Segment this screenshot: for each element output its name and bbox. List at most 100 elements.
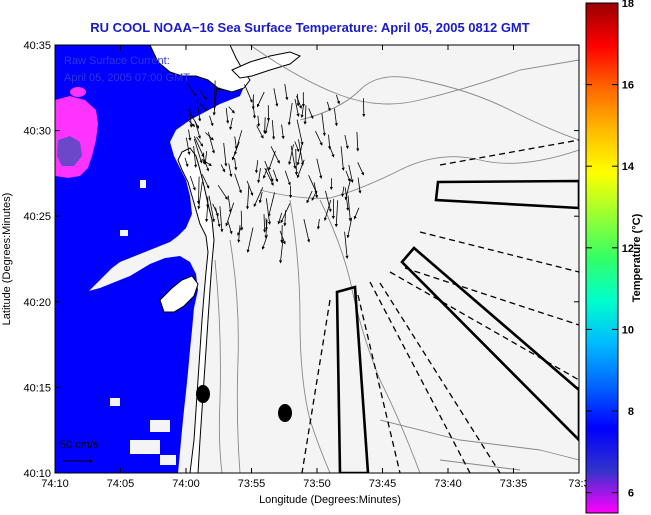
- current-vector: [193, 136, 204, 158]
- colorbar-ticks: 6 8 10 12 14 16 18: [586, 0, 635, 500]
- current-vector: [196, 176, 201, 205]
- current-vector: [344, 187, 350, 211]
- current-vector: [279, 230, 286, 245]
- current-vector: [344, 135, 349, 150]
- current-vector: [283, 210, 287, 227]
- current-vector: [298, 139, 304, 166]
- current-vector: [296, 142, 303, 166]
- current-vector: [277, 212, 283, 225]
- current-vector: [294, 141, 300, 153]
- colorbar-tick-label: 6: [628, 488, 634, 500]
- land-north-shore: [149, 45, 251, 93]
- current-vector: [202, 152, 206, 165]
- current-vector: [185, 137, 191, 156]
- current-label: Raw Surface Current:: [64, 55, 170, 67]
- current-vector: [199, 90, 207, 100]
- x-axis-label: Longitude (Degrees:Minutes): [259, 494, 401, 506]
- cloud-fragments: [110, 180, 176, 465]
- current-vector: [353, 207, 360, 220]
- current-vector: [264, 167, 274, 186]
- current-vector: [264, 120, 270, 135]
- current-vector: [265, 198, 271, 225]
- land-coastline: [177, 147, 215, 473]
- warm-patch-purple: [57, 136, 82, 166]
- current-vector: [201, 174, 210, 189]
- current-vector: [187, 83, 197, 97]
- current-vector: [327, 134, 332, 150]
- current-vector: [187, 109, 199, 129]
- current-vector: [303, 219, 311, 243]
- y-axis-ticks: 40:35 40:30 40:25 40:20 40:15 40:10: [23, 40, 579, 480]
- current-vector: [261, 234, 268, 250]
- current-vector: [300, 104, 304, 118]
- current-vector: [263, 214, 267, 233]
- land-coney-island: [231, 51, 301, 79]
- surface-current-vectors: [184, 80, 366, 264]
- current-vector: [308, 175, 318, 194]
- y-tick-label: 40:35: [23, 40, 51, 52]
- colorbar: [585, 2, 619, 514]
- current-vector: [220, 164, 226, 173]
- y-tick-label: 40:30: [23, 126, 51, 138]
- current-vector: [279, 238, 284, 264]
- y-tick-label: 40:25: [23, 211, 51, 223]
- current-vector: [287, 102, 293, 126]
- x-tick-label: 74:10: [41, 478, 69, 490]
- current-vector: [284, 83, 289, 101]
- current-vector: [228, 163, 233, 178]
- current-vector: [246, 180, 254, 196]
- current-vector: [193, 145, 198, 168]
- current-timestamp: April 05, 2005 07:00 GMT: [64, 72, 190, 84]
- current-vector: [188, 129, 192, 141]
- current-vector: [219, 206, 224, 233]
- current-vector: [256, 115, 261, 127]
- y-tick-label: 40:10: [23, 468, 51, 480]
- x-tick-label: 73:45: [369, 478, 397, 490]
- transect-box-south: [335, 285, 370, 473]
- x-tick-label: 74:05: [107, 478, 135, 490]
- current-vector: [193, 138, 203, 164]
- current-vector: [347, 195, 352, 222]
- current-vector: [228, 106, 235, 114]
- current-vector: [253, 187, 264, 208]
- current-vector: [264, 160, 274, 182]
- scale-label: 50 cm/s: [60, 439, 99, 451]
- current-vector: [223, 142, 228, 167]
- colorbar-tick-label: 12: [622, 243, 634, 255]
- current-vector: [341, 186, 345, 197]
- current-vector: [252, 103, 257, 119]
- current-vector: [345, 170, 351, 182]
- current-vector: [254, 160, 259, 174]
- current-vector: [273, 88, 279, 107]
- current-vector: [263, 117, 267, 134]
- current-vector: [270, 146, 280, 164]
- current-vector: [267, 192, 275, 217]
- current-vector: [308, 108, 314, 120]
- current-vector: [184, 157, 189, 168]
- current-vector: [208, 195, 216, 223]
- current-vector: [212, 80, 217, 110]
- current-vector: [290, 145, 297, 170]
- current-vector: [296, 119, 304, 146]
- current-vector: [326, 101, 331, 112]
- current-vector: [197, 181, 203, 210]
- colorbar-tick-label: 18: [622, 0, 634, 10]
- bathymetry-contours: [214, 45, 579, 473]
- current-vector: [225, 108, 230, 124]
- current-vector: [246, 227, 254, 253]
- colorbar-tick-label: 10: [622, 324, 634, 336]
- current-vector: [296, 95, 302, 109]
- current-vector: [199, 102, 208, 112]
- current-vector: [303, 105, 307, 125]
- current-vector: [288, 144, 294, 165]
- current-vector: [189, 175, 196, 191]
- x-tick-label: 73:50: [303, 478, 331, 490]
- current-vector: [256, 91, 265, 108]
- current-vector: [225, 202, 235, 227]
- current-vector: [240, 210, 244, 231]
- current-vector: [196, 99, 202, 122]
- current-vector: [229, 117, 233, 131]
- current-vector: [334, 200, 339, 228]
- current-vector: [316, 218, 321, 230]
